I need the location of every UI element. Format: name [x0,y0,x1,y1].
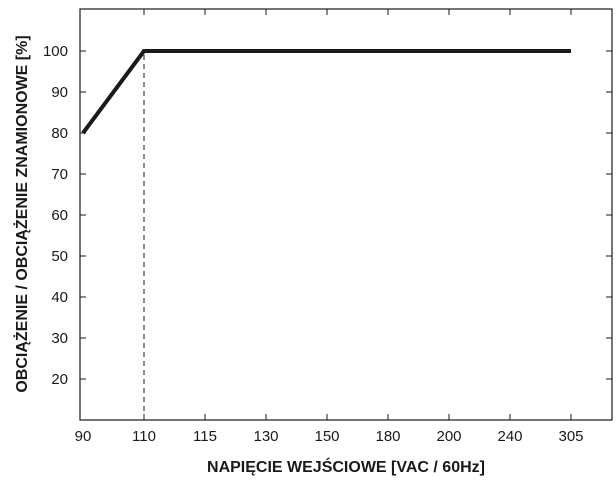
x-tick-label: 200 [436,428,461,445]
y-tick-label: 80 [51,125,68,142]
y-tick-label: 100 [43,43,68,60]
y-axis-ticks: 20 30 40 50 60 70 80 90 100 [43,43,612,388]
x-tick-label: 115 [193,428,217,445]
x-axis-title: NAPIĘCIE WEJŚCIOWE [VAC / 60Hz] [207,457,485,476]
x-tick-label: 150 [314,428,339,445]
y-axis-title: OBCIĄŻENIE / OBCIĄŻENIE ZNAMIONOWE [%] [13,35,31,392]
derating-curve [81,49,571,135]
y-tick-label: 70 [51,166,68,183]
y-tick-label: 50 [51,248,68,265]
plot-frame [79,8,613,421]
x-tick-label: 90 [75,428,92,445]
x-tick-label: 240 [497,428,522,445]
y-tick-label: 40 [51,289,68,306]
x-tick-label: 180 [375,428,400,445]
y-tick-label: 90 [51,84,68,101]
x-tick-label: 110 [132,428,156,445]
y-tick-label: 30 [51,330,68,347]
x-tick-label: 305 [558,428,583,445]
y-tick-label: 60 [51,207,68,224]
series-group [81,49,571,135]
y-tick-label: 20 [51,371,68,388]
x-tick-label: 130 [253,428,278,445]
x-axis-ticks: 90 110 115 130 150 180 200 240 305 [75,9,584,445]
